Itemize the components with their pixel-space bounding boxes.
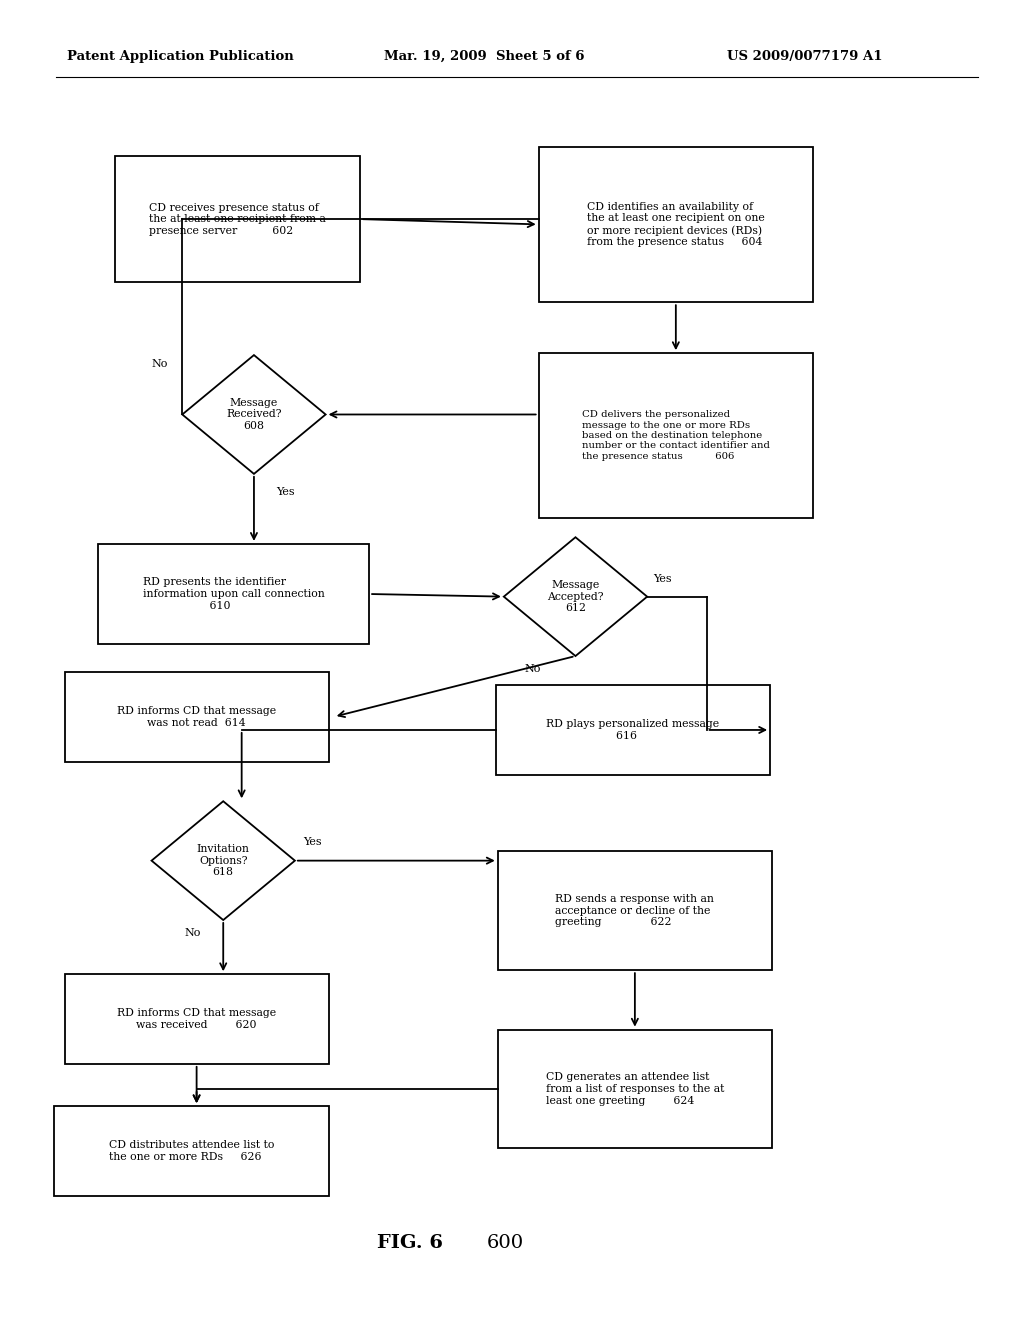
Text: CD delivers the personalized
message to the one or more RDs
based on the destina: CD delivers the personalized message to … xyxy=(582,411,770,461)
Text: Yes: Yes xyxy=(276,487,295,498)
Bar xyxy=(539,147,813,302)
Text: CD receives presence status of
the at least one recipient from a
presence server: CD receives presence status of the at le… xyxy=(150,202,326,236)
Text: FIG. 6: FIG. 6 xyxy=(377,1234,442,1253)
Text: No: No xyxy=(152,359,168,370)
Polygon shape xyxy=(182,355,326,474)
Text: No: No xyxy=(524,664,541,675)
Text: Patent Application Publication: Patent Application Publication xyxy=(67,50,293,63)
Text: Yes: Yes xyxy=(303,837,322,847)
Bar xyxy=(115,157,360,281)
Text: Invitation
Options?
618: Invitation Options? 618 xyxy=(197,843,250,878)
Polygon shape xyxy=(504,537,647,656)
Text: Mar. 19, 2009  Sheet 5 of 6: Mar. 19, 2009 Sheet 5 of 6 xyxy=(384,50,585,63)
Text: RD plays personalized message
                    616: RD plays personalized message 616 xyxy=(546,719,720,741)
Text: RD informs CD that message
was received        620: RD informs CD that message was received … xyxy=(117,1008,276,1030)
Text: US 2009/0077179 A1: US 2009/0077179 A1 xyxy=(727,50,883,63)
Text: Message
Received?
608: Message Received? 608 xyxy=(226,397,282,432)
Bar xyxy=(496,685,770,775)
Text: No: No xyxy=(184,928,201,939)
Text: Yes: Yes xyxy=(653,574,672,585)
Text: Message
Accepted?
612: Message Accepted? 612 xyxy=(547,579,604,614)
Text: 600: 600 xyxy=(486,1234,523,1253)
Polygon shape xyxy=(152,801,295,920)
Bar xyxy=(539,352,813,517)
Text: RD informs CD that message
was not read  614: RD informs CD that message was not read … xyxy=(117,706,276,727)
Bar xyxy=(498,851,772,970)
Bar xyxy=(498,1030,772,1148)
Text: CD identifies an availability of
the at least one recipient on one
or more recip: CD identifies an availability of the at … xyxy=(587,202,765,247)
Text: CD generates an attendee list
from a list of responses to the at
least one greet: CD generates an attendee list from a lis… xyxy=(546,1072,724,1106)
Bar xyxy=(54,1106,329,1196)
Text: RD sends a response with an
acceptance or decline of the
greeting              6: RD sends a response with an acceptance o… xyxy=(555,894,715,928)
Bar xyxy=(65,672,329,762)
Bar xyxy=(65,974,329,1064)
Bar xyxy=(98,544,370,644)
Text: CD distributes attendee list to
the one or more RDs     626: CD distributes attendee list to the one … xyxy=(109,1140,274,1162)
Text: RD presents the identifier
information upon call connection
                   6: RD presents the identifier information u… xyxy=(142,577,325,611)
